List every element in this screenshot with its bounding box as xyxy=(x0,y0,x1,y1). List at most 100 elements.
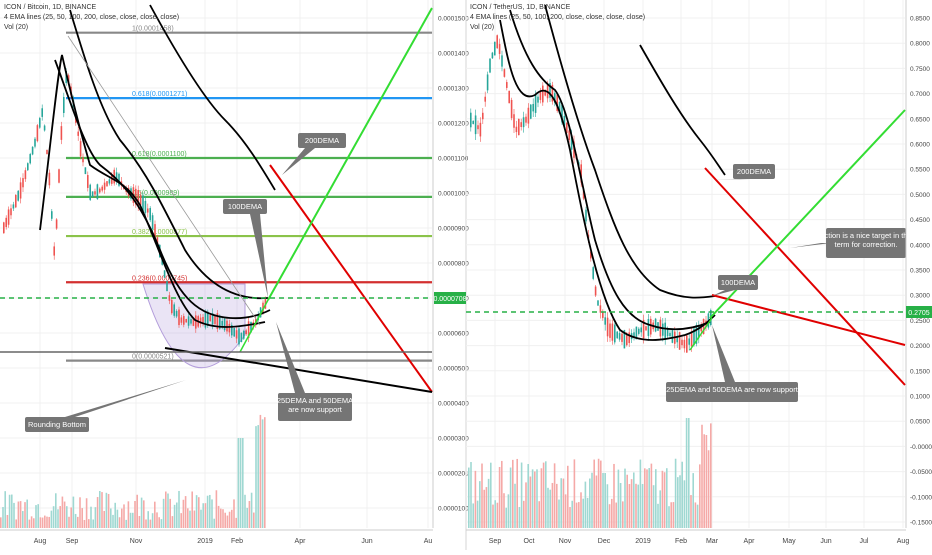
left-candle xyxy=(79,141,82,157)
right-candle xyxy=(582,190,585,199)
left-candle xyxy=(228,323,231,333)
left-candle xyxy=(235,330,238,339)
right-volume-bar xyxy=(681,461,683,528)
left-x-tick: Jun xyxy=(361,538,372,545)
right-y-tick: -0.0500 xyxy=(910,469,932,476)
right-candle xyxy=(662,323,664,336)
left-candle xyxy=(31,146,34,155)
left-volume-bar xyxy=(237,438,240,528)
right-volume-bar xyxy=(690,495,692,528)
left-candle xyxy=(233,328,235,337)
right-volume-bar xyxy=(586,497,589,528)
right-callout-200dema-box xyxy=(733,164,775,179)
callout-rounding-bottom-pointer xyxy=(65,380,186,417)
right-volume-bar xyxy=(514,483,516,528)
right-candle xyxy=(597,300,599,306)
left-candle xyxy=(36,125,39,142)
left-candle xyxy=(34,138,36,147)
right-volume-bar xyxy=(549,489,551,528)
right-candle xyxy=(518,118,520,136)
right-volume-bar xyxy=(474,470,477,528)
right-candle xyxy=(513,114,515,128)
left-volume-bar xyxy=(22,511,24,528)
left-candle xyxy=(238,328,240,345)
left-volume-bar xyxy=(134,500,136,528)
left-volume-bar xyxy=(30,516,33,528)
left-volume-bar xyxy=(228,511,231,528)
right-volume-bar xyxy=(630,479,633,528)
left-gray-diagonal xyxy=(67,35,261,326)
left-ema-100-line xyxy=(69,9,269,300)
left-candle xyxy=(51,211,53,219)
left-volume-bar xyxy=(222,509,224,528)
right-candle xyxy=(484,96,486,102)
right-volume-bar xyxy=(663,472,666,528)
left-volume-bar xyxy=(15,519,17,528)
right-volume-bar xyxy=(710,423,712,528)
right-callout-100dema-text: 100DEMA xyxy=(721,278,755,287)
left-volume-bar xyxy=(39,517,42,528)
right-y-tick: 0.3000 xyxy=(910,293,930,300)
left-grid xyxy=(0,0,432,528)
right-callout-support-text: 25DEMA and 50DEMA are now support xyxy=(666,385,799,394)
right-price-badge: 0.2705 xyxy=(908,310,930,317)
left-volume-bar xyxy=(248,501,251,528)
right-candle xyxy=(494,41,496,56)
callout-100dema-box xyxy=(223,199,267,214)
right-candle xyxy=(611,323,614,341)
right-callout-support-box xyxy=(666,382,798,402)
left-volume-bar xyxy=(173,504,176,528)
right-candle xyxy=(614,324,616,343)
left-candle xyxy=(190,319,192,324)
right-volume-bar xyxy=(553,463,556,528)
left-candle xyxy=(108,179,111,184)
right-volume-bar xyxy=(531,469,534,528)
left-candle xyxy=(99,188,101,193)
right-volume-bar xyxy=(472,503,474,528)
right-candle xyxy=(604,317,606,325)
left-y-tick: 0.0001200 xyxy=(438,121,469,128)
left-volume-bar xyxy=(138,515,141,528)
left-candle xyxy=(139,194,142,205)
left-candle xyxy=(199,317,202,324)
right-candle xyxy=(537,96,539,103)
left-x-tick: Au xyxy=(424,538,433,545)
right-volume-bar xyxy=(635,483,637,528)
left-candle xyxy=(245,330,247,335)
left-x-tick: Nov xyxy=(130,538,143,545)
left-volume-bar xyxy=(90,506,92,528)
right-x-tick: Apr xyxy=(744,538,756,545)
right-volume-bar xyxy=(602,472,604,528)
right-callout-intersection-box xyxy=(826,228,906,258)
left-volume-bar xyxy=(149,519,152,528)
right-volume-bar xyxy=(507,494,510,528)
right-candle xyxy=(585,209,587,222)
left-candle xyxy=(87,175,89,188)
left-volume-bar xyxy=(184,496,187,528)
left-candle xyxy=(161,259,163,265)
right-volume-bar xyxy=(525,482,527,528)
left-volume-bar xyxy=(156,512,158,528)
left-candle xyxy=(219,315,221,329)
right-volume-bar xyxy=(661,470,664,528)
right-y-tick: -0.1500 xyxy=(910,520,932,527)
right-candle xyxy=(544,90,546,96)
left-volume-bar xyxy=(0,517,2,528)
right-candle xyxy=(482,112,484,120)
right-volume-bar xyxy=(685,418,688,528)
right-volume-bar xyxy=(628,484,631,528)
right-candle xyxy=(496,35,498,49)
right-candle xyxy=(616,331,618,339)
left-volume-bar xyxy=(253,512,255,528)
left-candle xyxy=(29,154,31,164)
right-x-tick: Mar xyxy=(706,538,719,545)
right-candle xyxy=(489,58,491,73)
callout-support-text: 25DEMA and 50DEMA xyxy=(277,396,353,405)
left-volume-bar xyxy=(107,493,110,528)
right-volume-bar xyxy=(672,502,675,528)
left-volume-bar xyxy=(81,508,83,528)
left-x-tick: 2019 xyxy=(197,538,213,545)
left-candle xyxy=(195,315,197,329)
left-volume-bar xyxy=(72,496,75,528)
